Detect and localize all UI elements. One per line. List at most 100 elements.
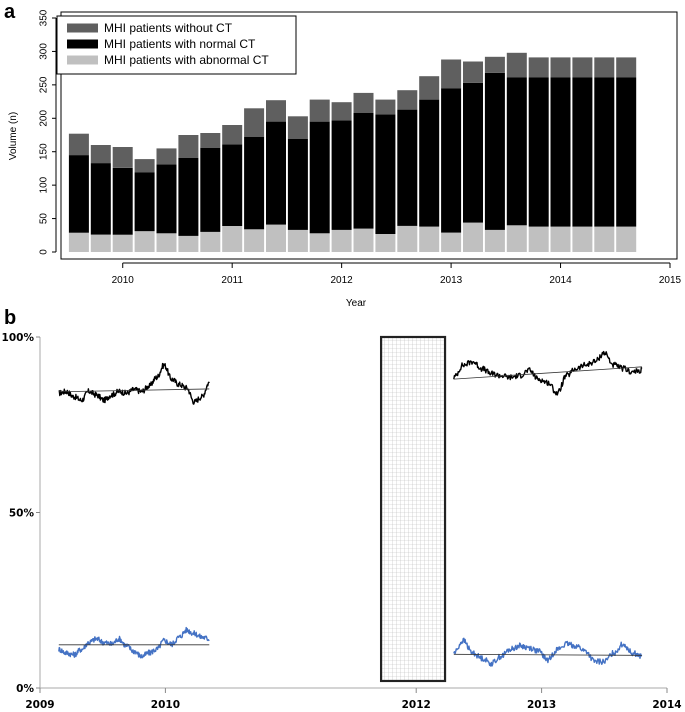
bar-10-series-1 <box>287 139 308 230</box>
bar-4-series-2 <box>156 148 177 165</box>
bar-16-series-2 <box>419 76 440 100</box>
bar-1-series-1 <box>90 163 111 235</box>
b-x-tick-label: 2014 <box>652 699 681 711</box>
x-tick-label: 2013 <box>440 275 463 286</box>
bar-5-series-0 <box>178 236 199 252</box>
bar-18-series-1 <box>463 82 483 223</box>
x-tick-label: 2014 <box>549 275 572 286</box>
y-tick-label: 200 <box>39 110 50 127</box>
bar-14-series-2 <box>375 99 396 115</box>
bar-2-series-0 <box>112 234 133 252</box>
y-tick-label: 100 <box>39 176 50 193</box>
bar-6-series-0 <box>200 231 221 252</box>
bar-4-series-0 <box>156 233 177 252</box>
panel-a-y-axis-title: Volume (n) <box>8 112 19 160</box>
bar-22-series-0 <box>550 226 571 252</box>
bar-13-series-1 <box>353 112 374 229</box>
x-tick-label: 2012 <box>331 275 354 286</box>
bar-7-series-1 <box>222 144 243 226</box>
legend-label-0: MHI patients with abnormal CT <box>104 53 269 67</box>
b-x-tick-label: 2010 <box>151 699 180 711</box>
y-tick-label: 250 <box>39 76 50 93</box>
bar-9-series-1 <box>266 121 286 225</box>
bar-23-series-0 <box>572 226 593 252</box>
bar-3-series-1 <box>134 172 155 232</box>
bar-8-series-1 <box>244 137 265 230</box>
series-1-segment-0 <box>58 626 210 659</box>
bar-16-series-1 <box>419 99 440 227</box>
legend-label-2: MHI patients without CT <box>104 21 233 35</box>
bar-22-series-2 <box>550 57 571 78</box>
bar-7-series-0 <box>222 225 243 252</box>
bar-8-series-2 <box>244 108 265 137</box>
bar-6-series-1 <box>200 147 221 232</box>
bar-5-series-2 <box>178 135 199 158</box>
bar-0-series-0 <box>68 232 89 252</box>
bar-9-series-0 <box>266 224 286 252</box>
panel-a-label: a <box>4 1 16 23</box>
panel-b-gap-region <box>379 335 447 683</box>
bar-21-series-2 <box>528 57 549 78</box>
panel-b-plot: 0% 50% 100% 2009 2010 2012 2013 2014 <box>2 332 682 711</box>
y-tick-label: 350 <box>39 9 50 26</box>
bar-11-series-2 <box>309 99 330 122</box>
bar-5-series-1 <box>178 157 199 236</box>
bar-14-series-0 <box>375 233 396 252</box>
bar-19-series-1 <box>484 72 505 230</box>
bar-4-series-1 <box>156 164 177 234</box>
x-tick-label: 2011 <box>221 275 243 286</box>
panel-a-legend: MHI patients without CT MHI patients with… <box>56 15 297 75</box>
bar-2-series-2 <box>112 147 133 168</box>
bar-16-series-0 <box>419 226 440 252</box>
bar-17-series-1 <box>441 88 462 233</box>
bar-13-series-0 <box>353 228 374 252</box>
bar-0-series-2 <box>68 133 89 156</box>
bar-12-series-1 <box>331 120 352 230</box>
bar-2-series-1 <box>112 167 133 235</box>
series-0-segment-0 <box>58 362 210 405</box>
bar-21-series-1 <box>528 77 549 227</box>
bar-18-series-2 <box>463 61 483 83</box>
y-tick-label: 0 <box>39 249 50 255</box>
bar-1-series-2 <box>90 145 111 164</box>
b-x-tick-label: 2013 <box>527 699 556 711</box>
bar-10-series-0 <box>287 229 308 252</box>
bar-15-series-0 <box>397 225 418 252</box>
panel-a-plot-frame <box>60 11 678 260</box>
b-y-tick-label: 0% <box>16 683 34 695</box>
bar-15-series-2 <box>397 90 418 110</box>
panel-b-lines <box>58 350 643 667</box>
bar-3-series-0 <box>134 231 155 252</box>
gap-region-box <box>379 335 447 683</box>
bar-18-series-0 <box>463 222 483 252</box>
bar-13-series-2 <box>353 92 374 113</box>
bar-11-series-1 <box>309 121 330 234</box>
bar-20-series-0 <box>506 225 527 252</box>
bar-3-series-2 <box>134 159 155 173</box>
b-y-tick-label: 50% <box>9 508 35 520</box>
bar-12-series-0 <box>331 229 352 252</box>
series-1-segment-1 <box>453 637 643 667</box>
legend-label-1: MHI patients with normal CT <box>104 37 256 51</box>
bar-22-series-1 <box>550 77 571 227</box>
bar-20-series-1 <box>506 77 527 226</box>
bar-0-series-1 <box>68 155 89 233</box>
bar-21-series-0 <box>528 226 549 252</box>
panel-a-x-axis: 2010 2011 2012 2013 2014 2015 <box>112 262 682 286</box>
panel-b-y-axis: 0% 50% 100% <box>2 332 40 695</box>
bar-25-series-1 <box>616 77 637 227</box>
bar-20-series-2 <box>506 52 527 78</box>
bar-12-series-2 <box>331 102 352 121</box>
panel-a-bars <box>68 52 637 252</box>
b-y-tick-label: 100% <box>2 332 35 344</box>
bar-19-series-0 <box>484 229 505 252</box>
bar-11-series-0 <box>309 233 330 252</box>
x-tick-label: 2015 <box>659 275 682 286</box>
y-tick-label: 150 <box>39 143 50 160</box>
bar-7-series-2 <box>222 125 243 145</box>
series-0-segment-1 <box>453 350 643 396</box>
y-tick-label: 50 <box>39 213 50 225</box>
bar-25-series-0 <box>616 226 637 252</box>
bar-15-series-1 <box>397 109 418 226</box>
